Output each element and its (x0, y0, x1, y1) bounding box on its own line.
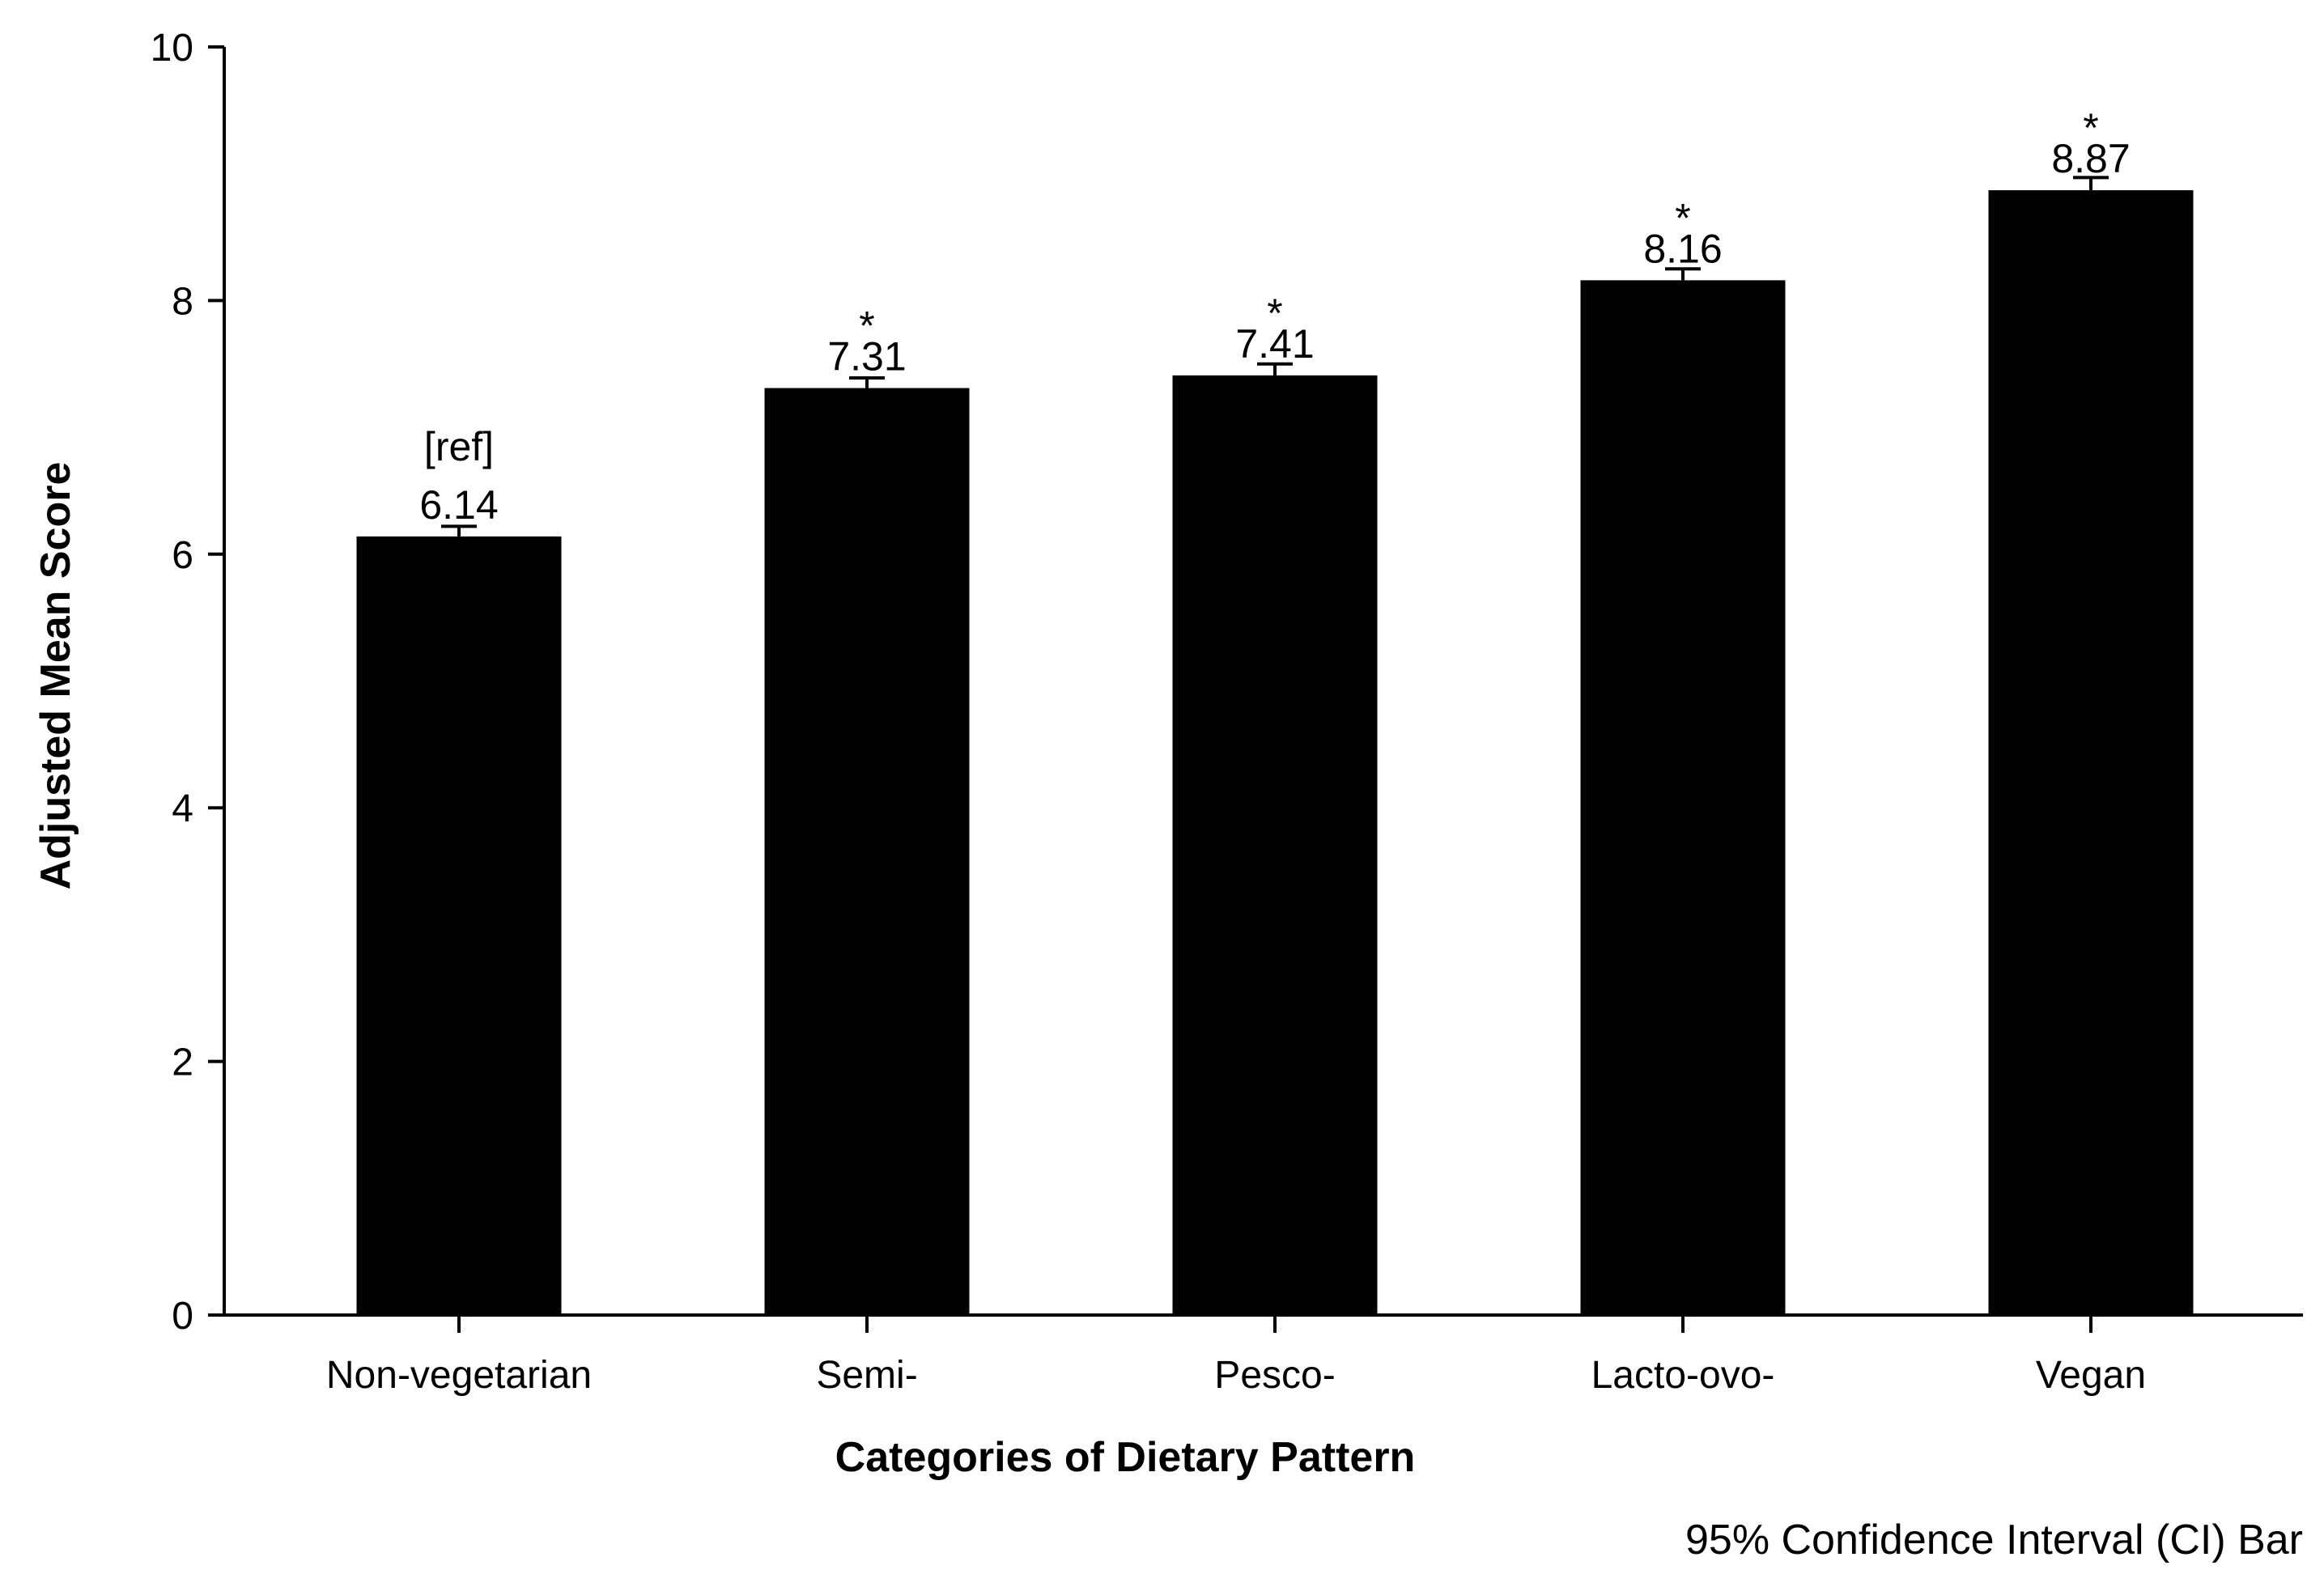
axes-layer: 0 2 4 6 8 10 Non-vegetarian Semi- Pesco- Lacto-ov… (151, 27, 2303, 1397)
bar-value-label-2: 7.31 (827, 334, 906, 380)
bars-layer: 6.14[ref]7.31* 7.41*8.16*8.87* (356, 105, 2194, 1316)
bar-value-label-3: 7.41 (1235, 321, 1314, 367)
bar-1 (356, 536, 562, 1315)
bar-3 (1172, 375, 1378, 1315)
x-tick-label-5: Vegan (2036, 1354, 2146, 1397)
y-tick-label-2: 2 (172, 1042, 193, 1084)
bar-annotation-2: * (859, 303, 874, 349)
bar-4 (1580, 280, 1786, 1315)
x-tick-label-2: Semi- (816, 1354, 917, 1397)
bar-value-label-1: 6.14 (419, 482, 498, 528)
x-axis-title: Categories of Dietary Pattern (835, 1434, 1416, 1481)
y-tick-label-4: 4 (172, 787, 193, 830)
bar-annotation-3: * (1267, 291, 1282, 336)
ci-note: 95% Confidence Interval (CI) Bar (1685, 1517, 2303, 1563)
y-tick-label-8: 8 (172, 280, 193, 323)
bar-annotation-4: * (1675, 195, 1690, 240)
x-tick-label-3: Pesco- (1214, 1354, 1335, 1397)
x-tick-label-1: Non-vegetarian (326, 1354, 592, 1397)
y-tick-label-10: 10 (151, 27, 193, 70)
y-tick-label-0: 0 (172, 1295, 193, 1338)
bar-2 (764, 388, 970, 1316)
bar-5 (1988, 190, 2194, 1315)
bar-value-label-5: 8.87 (2051, 136, 2130, 181)
y-tick-label-6: 6 (172, 534, 193, 577)
bar-value-label-4: 8.16 (1643, 226, 1722, 271)
x-tick-label-4: Lacto-ovo- (1591, 1354, 1775, 1397)
y-axis-title: Adjusted Mean Score (32, 462, 79, 890)
bar-annotation-5: * (2083, 105, 2098, 151)
bar-annotation-1: [ref] (424, 424, 494, 469)
